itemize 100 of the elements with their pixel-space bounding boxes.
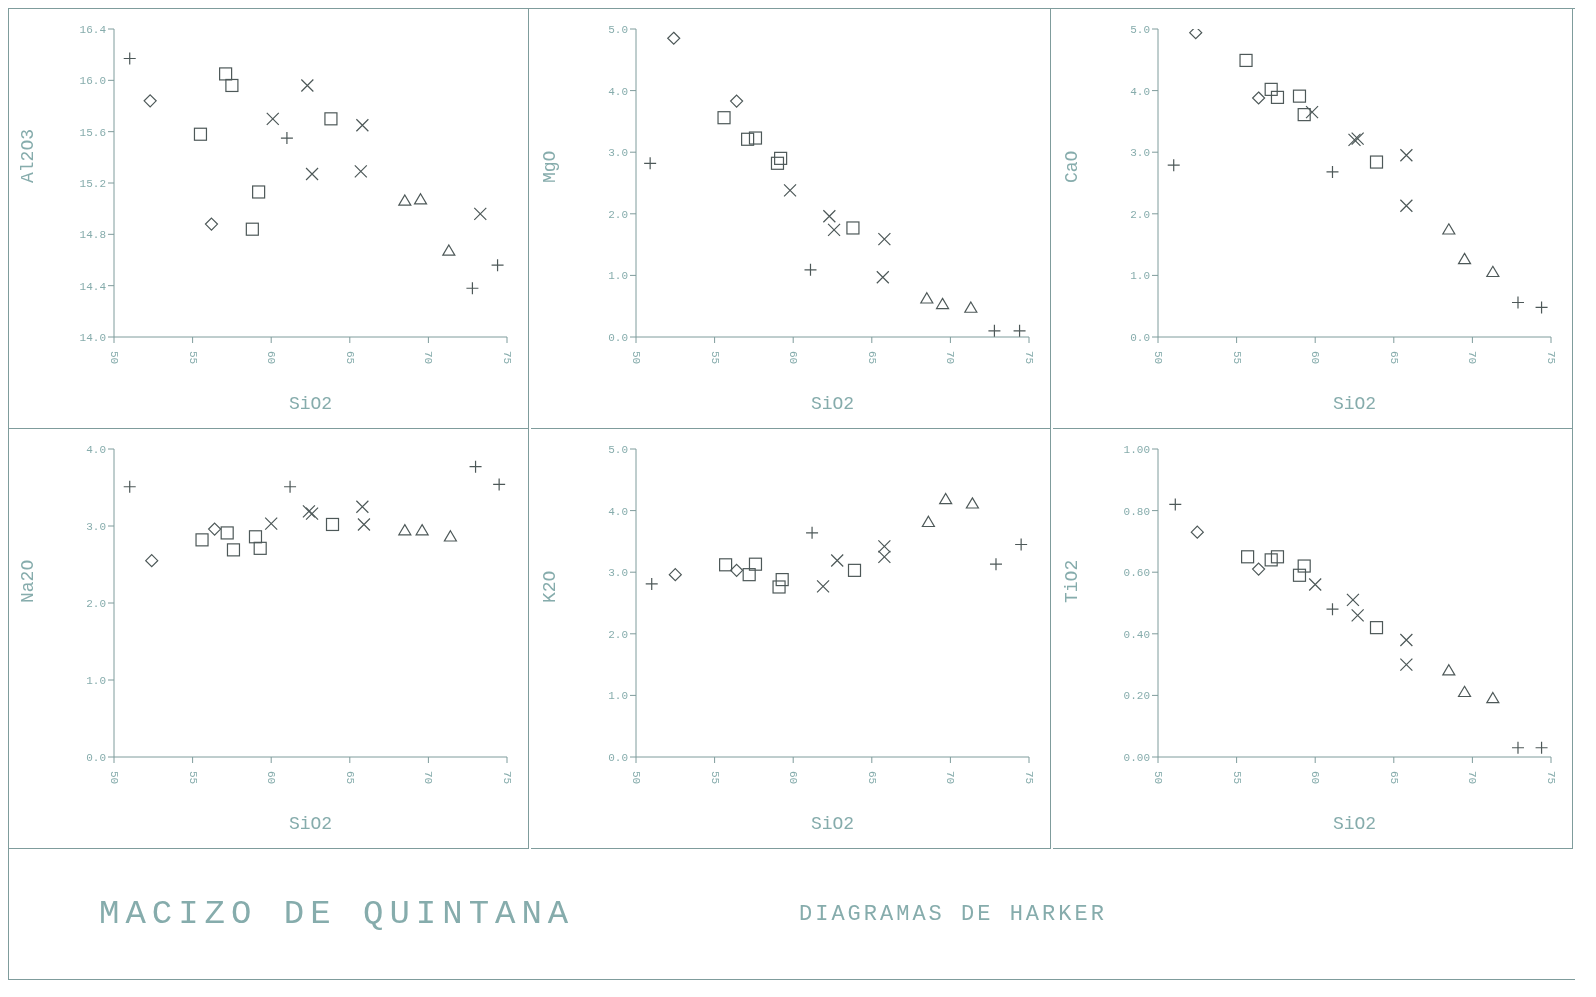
y-tick-label: 0.0: [608, 331, 628, 344]
point: [225, 78, 239, 93]
x-tick-label: 60: [1309, 351, 1322, 365]
point: [355, 118, 369, 132]
x-tick-label: 65: [1387, 771, 1400, 785]
y-tick-label: 1.00: [1123, 443, 1150, 456]
y-axis-title: CaO: [1062, 150, 1083, 183]
y-tick-label: 0.0: [608, 751, 628, 764]
x-tick-label: 70: [1466, 351, 1479, 365]
x-tick-label: 75: [501, 771, 513, 785]
point: [413, 193, 428, 205]
point: [1399, 199, 1413, 213]
point: [1369, 621, 1384, 635]
point: [1252, 91, 1266, 105]
x-tick-label: 75: [501, 351, 513, 365]
point: [717, 111, 731, 125]
point: [846, 221, 860, 235]
point: [415, 524, 429, 536]
x-axis-title: SiO2: [1332, 814, 1377, 834]
y-tick-label: 14.8: [79, 229, 106, 242]
x-tick-label: 70: [944, 771, 957, 785]
x-tick-label: 70: [422, 771, 435, 785]
x-tick-label: 60: [265, 771, 278, 785]
y-tick-label: 2.0: [1130, 208, 1150, 221]
x-tick-label: 50: [630, 771, 642, 785]
y-tick-label: 2.0: [608, 628, 628, 641]
x-tick-label: 60: [265, 351, 278, 365]
y-tick-label: 3.0: [1130, 147, 1150, 160]
x-axis-title: SiO2: [288, 814, 333, 834]
x-tick-label: 55: [186, 771, 199, 785]
point: [324, 112, 338, 126]
point: [1297, 559, 1311, 573]
x-tick-label: 75: [1545, 771, 1557, 785]
y-tick-label: 0.0: [1130, 331, 1150, 344]
y-tick-label: 4.0: [86, 443, 106, 456]
y-tick-label: 2.0: [608, 208, 628, 221]
point: [939, 492, 953, 505]
x-tick-label: 65: [343, 771, 356, 785]
point: [1270, 90, 1285, 104]
x-tick-label: 75: [1545, 351, 1557, 365]
point: [1297, 108, 1311, 122]
point: [248, 530, 263, 544]
y-axis-title: Al2O3: [18, 128, 39, 183]
y-tick-label: 0.20: [1123, 690, 1150, 703]
y-tick-label: 3.0: [86, 520, 106, 533]
point: [1292, 89, 1307, 103]
point: [1239, 53, 1253, 68]
point: [1190, 525, 1204, 539]
x-tick-label: 75: [1023, 351, 1035, 365]
x-tick-label: 50: [630, 351, 642, 365]
point: [220, 526, 234, 540]
point: [195, 533, 209, 547]
y-axis-title: Na2O: [18, 559, 39, 603]
x-tick-label: 55: [1230, 771, 1243, 785]
point: [822, 209, 836, 223]
point: [964, 301, 978, 313]
point: [252, 185, 266, 199]
point: [774, 151, 788, 165]
point: [1486, 691, 1500, 704]
y-tick-label: 0.40: [1123, 628, 1150, 641]
x-tick-label: 50: [108, 351, 120, 365]
point: [398, 194, 412, 206]
point: [877, 550, 891, 564]
point: [965, 497, 980, 509]
x-axis-title: SiO2: [810, 814, 855, 834]
x-axis-title: SiO2: [1332, 394, 1377, 414]
text: MACIZO DE QUINTANA: [99, 895, 576, 933]
x-tick-label: 65: [865, 351, 878, 365]
y-tick-label: 15.2: [79, 177, 106, 190]
x-tick-label: 55: [708, 771, 721, 785]
point: [357, 517, 371, 532]
y-axis-title: MgO: [540, 150, 561, 183]
point: [730, 94, 744, 108]
y-tick-label: 2.0: [86, 597, 106, 610]
y-tick-label: 5.0: [608, 443, 628, 456]
text: DIAGRAMAS DE HARKER: [799, 901, 1107, 927]
y-tick-label: 4.0: [608, 505, 628, 518]
x-tick-label: 65: [1387, 351, 1400, 365]
point: [193, 127, 208, 141]
point: [1457, 685, 1472, 698]
point: [1292, 568, 1307, 582]
point: [847, 563, 862, 577]
point: [775, 572, 789, 587]
x-tick-label: 65: [865, 771, 878, 785]
point: [877, 232, 891, 246]
point: [245, 222, 259, 236]
point: [325, 517, 340, 532]
point: [1241, 550, 1255, 564]
point: [920, 292, 934, 304]
x-tick-label: 70: [1466, 771, 1479, 785]
y-tick-label: 16.4: [79, 23, 107, 36]
point: [748, 131, 763, 145]
x-tick-label: 50: [1152, 351, 1164, 365]
point: [398, 524, 412, 536]
x-tick-label: 60: [787, 771, 800, 785]
y-axis-title: TiO2: [1062, 559, 1083, 603]
point: [1264, 553, 1278, 567]
point: [1270, 550, 1285, 564]
point: [1369, 155, 1384, 169]
x-tick-label: 50: [1152, 771, 1164, 785]
